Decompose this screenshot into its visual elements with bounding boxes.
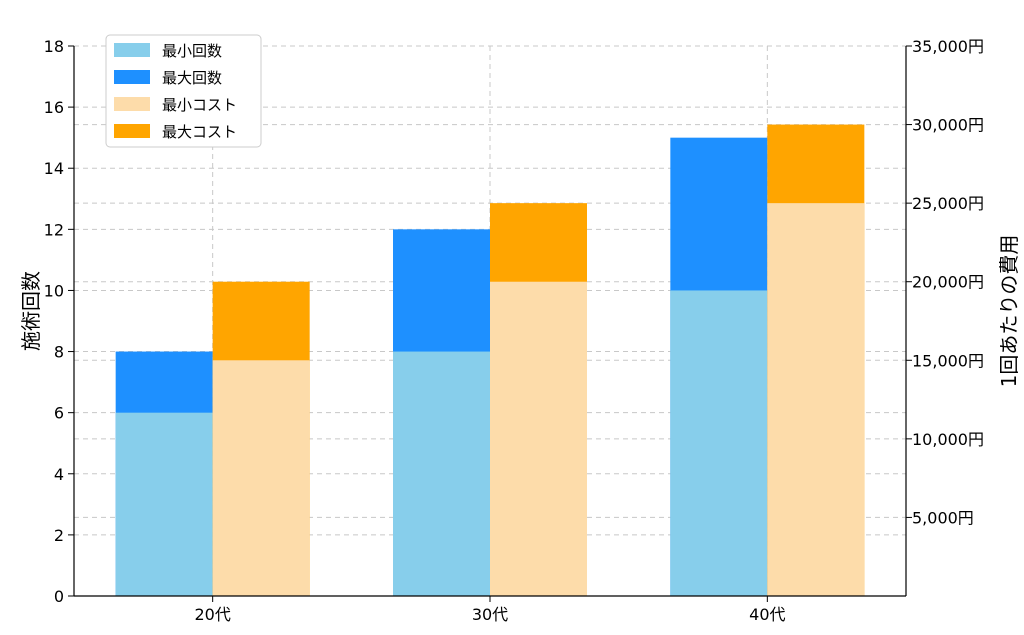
- bar-min-cost: [490, 281, 587, 596]
- legend-swatch: [114, 124, 150, 138]
- left-axis-title: 施術回数: [19, 271, 43, 351]
- legend-label: 最大コスト: [162, 123, 237, 141]
- right-tick-label: 20,000円: [912, 273, 984, 292]
- right-tick-label: 25,000円: [912, 194, 984, 213]
- legend-box: [105, 34, 262, 148]
- bar-min-cost: [767, 203, 865, 596]
- left-tick-label: 2: [54, 526, 64, 545]
- left-tick-label: 8: [54, 343, 64, 362]
- left-tick-label: 0: [54, 587, 64, 606]
- x-tick-label: 20代: [194, 605, 230, 624]
- legend-label: 最小コスト: [162, 96, 237, 114]
- left-tick-label: 10: [44, 281, 64, 300]
- bar-min-cost: [212, 360, 310, 596]
- left-tick-label: 12: [44, 220, 64, 239]
- legend-swatch: [114, 70, 150, 84]
- legend-swatch: [114, 43, 150, 57]
- right-tick-label: 10,000円: [912, 430, 984, 449]
- x-tick-label: 40代: [749, 605, 785, 624]
- right-tick-label: 15,000円: [912, 351, 984, 370]
- bar-min-count: [393, 351, 490, 596]
- x-tick-label: 30代: [472, 605, 508, 624]
- left-tick-label: 4: [54, 465, 64, 484]
- right-tick-label: 5,000円: [912, 508, 974, 527]
- left-tick-label: 6: [54, 404, 64, 423]
- right-tick-label: 30,000円: [912, 116, 984, 135]
- left-tick-label: 18: [44, 37, 64, 56]
- legend-label: 最大回数: [162, 69, 222, 87]
- bars-layer: [115, 124, 865, 597]
- left-tick-label: 16: [44, 98, 64, 117]
- bar-min-count: [115, 412, 213, 596]
- left-tick-label: 14: [44, 159, 64, 178]
- right-axis-title: 1回あたりの費用: [997, 235, 1021, 388]
- right-tick-label: 35,000円: [912, 37, 984, 56]
- ticks-layer: 0 2 4 6 8 10 12 14 16 18 5,000円 10,000円 15,000円 20,00…: [44, 37, 984, 624]
- bar-min-count: [670, 290, 768, 596]
- legend-label: 最小回数: [162, 42, 222, 60]
- legend-swatch: [114, 97, 150, 111]
